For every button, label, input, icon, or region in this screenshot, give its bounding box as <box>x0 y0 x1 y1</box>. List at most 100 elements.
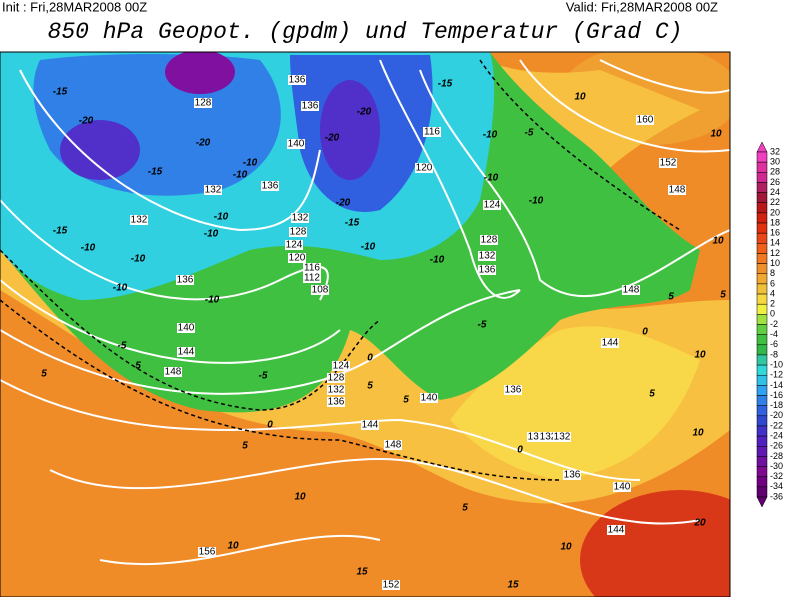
label-box <box>194 98 212 108</box>
mild-area <box>450 326 700 480</box>
geopotential-label: 144 <box>362 420 379 431</box>
geopotential-label: 140 <box>178 323 195 334</box>
temperature-label: -20 <box>79 116 94 127</box>
temperature-label: -10 <box>484 173 499 184</box>
colorbar-label: -4 <box>770 329 778 339</box>
geopotential-label: 136 <box>564 470 581 481</box>
geopotential-label: 120 <box>289 253 306 264</box>
colorbar: 32302826242220181614121086420-2-4-6-8-10… <box>756 141 783 508</box>
geopotential-label: 124 <box>333 361 350 372</box>
geopotential-label: 148 <box>385 440 402 451</box>
colorbar-arrow <box>756 141 768 153</box>
colorbar-swatch <box>756 273 768 285</box>
colorbar-label: -28 <box>770 451 783 461</box>
colorbar-label: 18 <box>770 217 780 227</box>
colorbar-label: -36 <box>770 491 783 501</box>
title: 850 hPa Geopot. (gpdm) und Temperatur (G… <box>48 19 683 45</box>
colorbar-label: -18 <box>770 400 783 410</box>
geopotential-label: 152 <box>660 158 677 169</box>
temperature-label: -15 <box>148 167 163 178</box>
geopotential-label: 128 <box>328 373 345 384</box>
contours <box>0 59 730 566</box>
temperature-label: 0 <box>517 445 523 456</box>
colorbar-label: -16 <box>770 390 783 400</box>
temperature-label: 5 <box>41 369 47 380</box>
colorbar-swatch <box>756 385 768 396</box>
geopotential-label: 140 <box>614 482 631 493</box>
colorbar-swatch <box>756 446 768 457</box>
label-box <box>332 361 350 371</box>
temperature-label: -15 <box>438 79 453 90</box>
label-box <box>527 432 545 442</box>
colorbar-swatch <box>756 232 768 244</box>
temperature-label: 5 <box>242 441 248 452</box>
label-box <box>285 240 303 250</box>
geopotential-label: 148 <box>669 185 686 196</box>
geopotential-label: 132 <box>131 215 148 226</box>
temperature-label: -10 <box>483 130 498 141</box>
colorbar-label: -30 <box>770 461 783 471</box>
label-box <box>327 373 345 383</box>
label-box <box>303 273 321 283</box>
valid-text: Valid: Fri,28MAR2008 00Z <box>566 0 718 14</box>
label-box <box>301 101 319 111</box>
colorbar-swatch <box>756 425 768 437</box>
geopotential-label: 136 <box>302 101 319 112</box>
colorbar-label: -20 <box>770 410 783 420</box>
label-box <box>668 185 686 195</box>
colorbar-label: 8 <box>770 268 775 278</box>
label-box <box>327 385 345 395</box>
temperature-label: 5 <box>135 361 141 372</box>
label-box <box>384 440 402 450</box>
colorbar-swatch <box>756 303 768 315</box>
geopotential-label: 132 <box>554 432 571 443</box>
colorbar-label: -10 <box>770 359 783 369</box>
colorbar-label: 0 <box>770 309 775 319</box>
label-box <box>287 139 305 149</box>
geopotential-label: 136 <box>177 275 194 286</box>
geopotential-label: 132 <box>205 185 222 196</box>
geopotential-label: 136 <box>289 75 306 86</box>
label-box <box>177 347 195 357</box>
colorbar-swatch <box>756 161 768 173</box>
geopotential-label: 124 <box>286 240 303 251</box>
geopotential-label: 112 <box>304 273 320 284</box>
temperature-label: 20 <box>693 518 706 529</box>
temperature-label: -20 <box>357 107 372 118</box>
label-box <box>327 397 345 407</box>
temperature-label: 10 <box>560 542 572 553</box>
geopotential-label: 132 <box>328 385 345 396</box>
isotherms <box>0 59 681 481</box>
colorbar-label: -34 <box>770 481 783 491</box>
label-box <box>176 275 194 285</box>
label-box <box>361 420 379 430</box>
label-box <box>483 200 501 210</box>
geopotential-label: 116 <box>424 127 440 138</box>
colorbar-swatch <box>756 435 768 447</box>
label-box <box>164 367 182 377</box>
colorbar-swatch <box>756 253 768 264</box>
temperature-label: -10 <box>81 243 96 254</box>
colorbar-swatch <box>756 202 768 214</box>
coldest-area <box>60 120 140 180</box>
temperature-label: -15 <box>53 226 68 237</box>
label-box <box>563 470 581 480</box>
label-box <box>288 75 306 85</box>
colorbar-swatch <box>756 486 768 498</box>
colorbar-label: -26 <box>770 441 783 451</box>
temperature-label: -10 <box>113 283 128 294</box>
temperature-label: 10 <box>294 492 306 503</box>
geopotential-label: 132 <box>528 432 545 443</box>
geopotential-label: 132 <box>479 251 496 262</box>
colorbar-label: 28 <box>770 167 780 177</box>
label-box <box>415 163 433 173</box>
temperature-label: 5 <box>668 292 674 303</box>
colorbar-swatch <box>756 192 768 203</box>
colorbar-swatch <box>756 476 768 488</box>
colorbar-swatch <box>756 151 768 163</box>
colorbar-label: 20 <box>770 207 780 217</box>
label-box <box>303 263 321 273</box>
temperature-label: 10 <box>710 129 722 140</box>
label-box <box>198 547 216 557</box>
